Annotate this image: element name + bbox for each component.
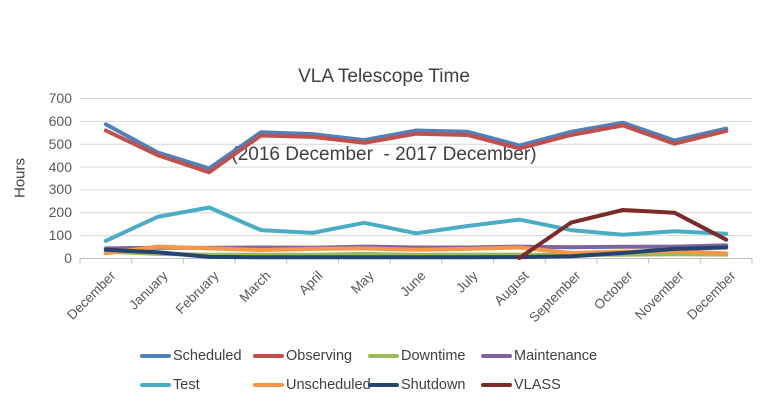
legend-item-test: Test [140, 377, 200, 393]
y-tick-label: 300 [48, 181, 72, 198]
y-tick-label: 700 [48, 90, 72, 106]
legend-label: Unscheduled [286, 377, 371, 393]
legend-swatch-vlass [481, 383, 512, 387]
series-line-test [103, 205, 729, 243]
legend-item-maintenance: Maintenance [481, 348, 597, 364]
chart-title-line1: VLA Telescope Time [298, 66, 470, 87]
y-tick-label: 500 [48, 135, 72, 152]
legend-label: Observing [286, 348, 353, 364]
legend-item-unscheduled: Unscheduled [253, 377, 371, 393]
legend-label: Scheduled [173, 348, 242, 364]
legend-item-shutdown: Shutdown [368, 377, 466, 393]
series-line-shutdown [103, 245, 729, 260]
legend-swatch-maintenance [481, 354, 512, 358]
series-line-observing [103, 123, 729, 175]
y-tick-label: 100 [48, 227, 72, 244]
legend-swatch-scheduled [140, 354, 171, 358]
legend-swatch-shutdown [368, 383, 399, 387]
legend-swatch-unscheduled [253, 383, 284, 387]
legend-label: VLASS [514, 377, 561, 393]
y-tick-label: 0 [64, 250, 72, 266]
legend-label: Test [173, 377, 200, 393]
series-line-vlass [517, 208, 729, 260]
legend-label: Shutdown [401, 377, 466, 393]
legend-label: Maintenance [514, 348, 598, 364]
series-line-scheduled [103, 120, 729, 171]
legend-label: Downtime [401, 348, 466, 364]
legend-item-vlass: VLASS [481, 377, 561, 393]
y-tick-label: 600 [48, 112, 72, 129]
legend-item-scheduled: Scheduled [140, 348, 242, 364]
legend-swatch-test [140, 383, 171, 387]
y-tick-label: 200 [48, 204, 72, 221]
legend-swatch-observing [253, 354, 284, 358]
y-tick-label: 400 [48, 158, 72, 175]
legend-item-observing: Observing [253, 348, 352, 364]
legend-item-downtime: Downtime [368, 348, 465, 364]
legend-swatch-downtime [368, 354, 399, 358]
